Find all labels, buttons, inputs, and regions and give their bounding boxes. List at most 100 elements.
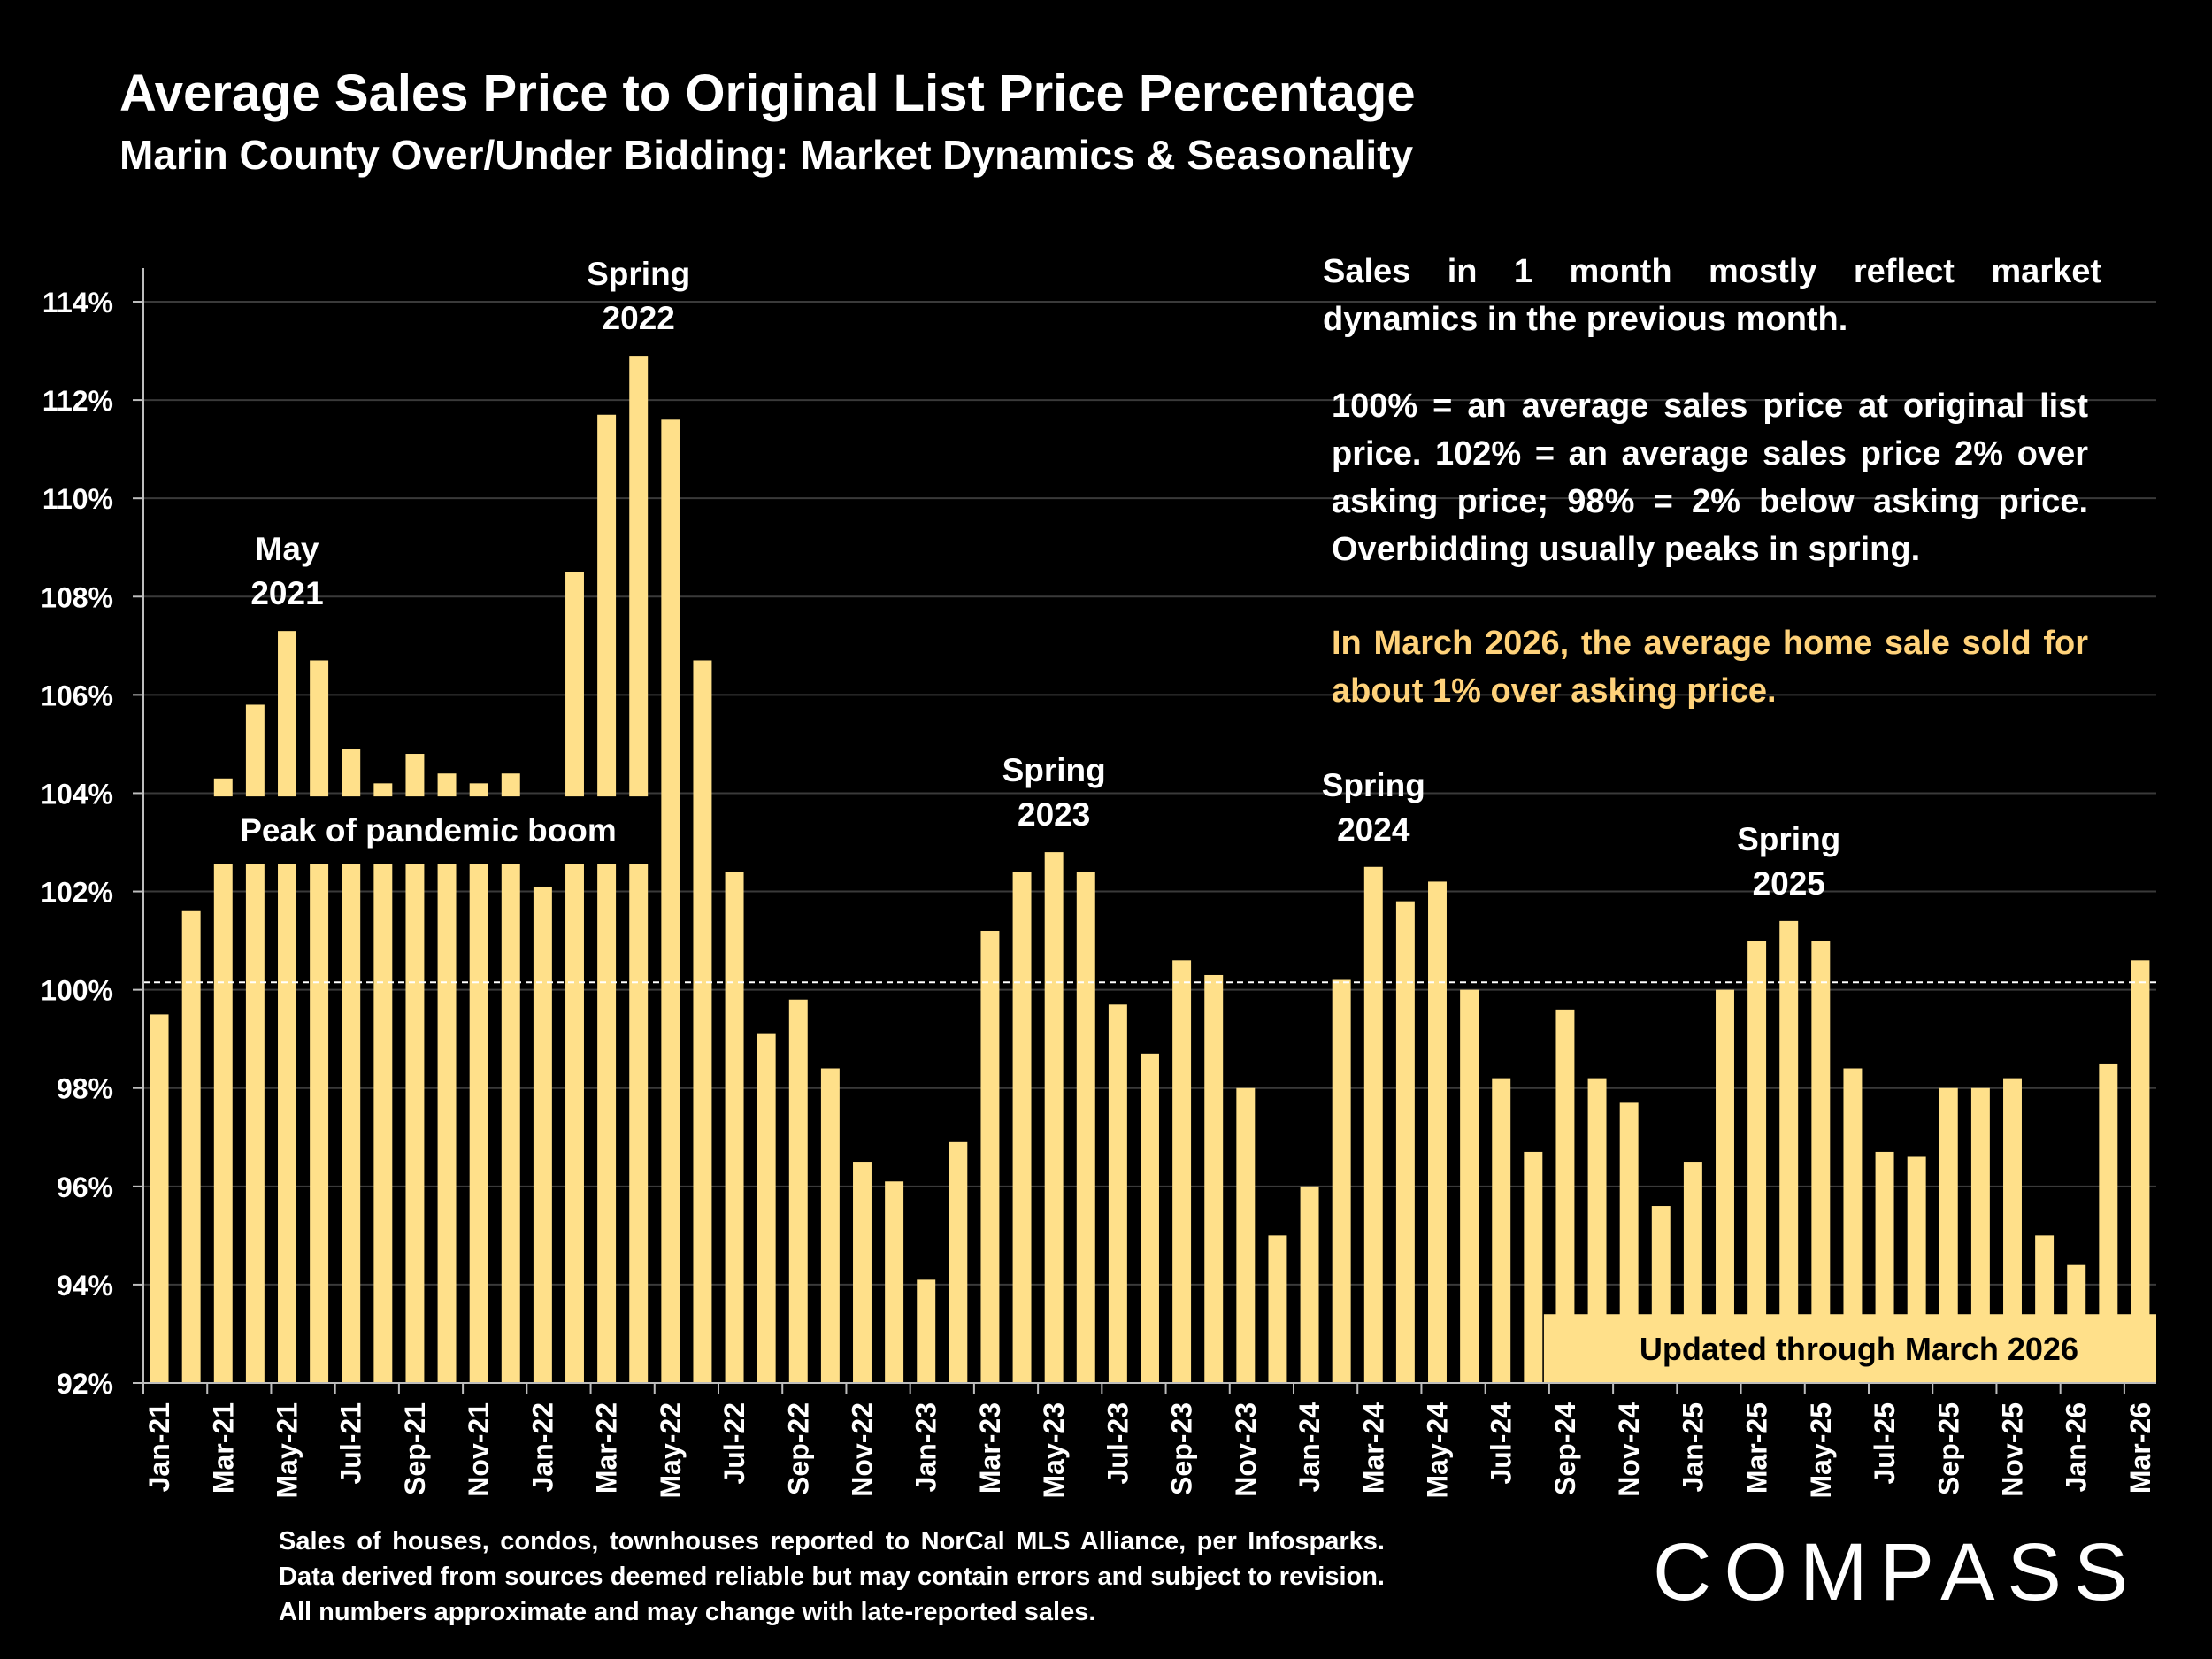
bar <box>820 1068 840 1383</box>
x-tick-label: May-22 <box>655 1402 687 1499</box>
bar <box>1204 974 1224 1383</box>
bar <box>405 754 425 1383</box>
x-tick-label: Jan-21 <box>143 1402 175 1492</box>
bar <box>1492 1078 1511 1383</box>
bar <box>725 872 744 1383</box>
axes <box>142 268 2156 1384</box>
x-tick-label: May-24 <box>1422 1402 1454 1499</box>
bar <box>597 414 617 1384</box>
bar <box>310 660 329 1383</box>
bar <box>565 572 584 1383</box>
bar <box>1108 1004 1127 1383</box>
x-tick-label: Nov-24 <box>1613 1402 1645 1497</box>
bar <box>1236 1087 1256 1383</box>
bar <box>1332 979 1351 1383</box>
bar <box>1587 1078 1607 1383</box>
bar <box>213 778 233 1383</box>
x-tick-label: Jan-22 <box>526 1402 558 1492</box>
bar <box>1555 1009 1575 1383</box>
y-tick-label: 106% <box>41 680 113 711</box>
bar <box>1300 1186 1319 1383</box>
x-tick-label: Jul-25 <box>1869 1402 1901 1484</box>
y-tick-label: 104% <box>41 778 113 810</box>
x-tick-label: Mar-26 <box>2124 1402 2156 1494</box>
x-tick-label: Jul-24 <box>1486 1402 1517 1485</box>
bar <box>278 631 296 1383</box>
x-tick-label: Sep-24 <box>1549 1402 1581 1495</box>
bar <box>853 1162 872 1383</box>
bar <box>469 783 488 1383</box>
y-tick-label: 102% <box>41 877 113 909</box>
bar <box>373 783 393 1383</box>
y-tick-label: 100% <box>41 975 113 1007</box>
bar-chart: 92% 94% 96% 98% 100% 102% 104% 106% 108% 110% 112%… <box>41 256 2156 1499</box>
bar <box>1428 881 1447 1383</box>
bar <box>1044 852 1064 1383</box>
bar <box>1524 1151 1543 1383</box>
bar <box>1843 1068 1863 1383</box>
chart-subtitle: Marin County Over/Under Bidding: Market … <box>119 132 1414 178</box>
bar <box>1141 1053 1159 1383</box>
y-tick-label: 108% <box>41 581 113 613</box>
bar <box>1779 920 1799 1383</box>
bar <box>342 749 361 1383</box>
x-tick-label: Jul-23 <box>1102 1402 1133 1484</box>
bar <box>1395 901 1415 1383</box>
bar <box>245 704 265 1383</box>
bar <box>1363 866 1383 1383</box>
bar <box>629 356 649 1384</box>
banners: Peak of pandemic boom Updated through Mar… <box>200 796 2156 1383</box>
annotations: May 2021 Spring 2022 Spring 2023 Spring 2024 Spr… <box>250 256 1840 902</box>
source-footnote: Sales of houses, condos, townhouses repo… <box>279 1527 1385 1626</box>
bar <box>1076 872 1095 1383</box>
bar <box>1268 1235 1287 1383</box>
x-tick-label: Mar-23 <box>974 1402 1006 1494</box>
y-tick-label: 110% <box>42 483 113 515</box>
y-tick-label: 92% <box>57 1368 113 1400</box>
bar <box>1172 960 1192 1383</box>
peak-banner-label: Peak of pandemic boom <box>240 812 617 849</box>
x-tick-label: Mar-21 <box>207 1402 239 1494</box>
y-tick-label: 96% <box>57 1171 113 1203</box>
note-definition: 100% = an average sales price at origina… <box>1332 388 2088 568</box>
bar <box>1012 872 1032 1383</box>
bar <box>2003 1078 2022 1383</box>
bar <box>1747 941 1767 1383</box>
x-tick-label: May-25 <box>1805 1402 1837 1499</box>
y-tick-label: 98% <box>57 1073 113 1105</box>
x-tick-label: Mar-22 <box>591 1402 623 1494</box>
y-tick-label: 112% <box>42 385 113 417</box>
x-tick-label: Sep-21 <box>399 1402 431 1495</box>
y-tick-label: 114% <box>42 287 113 319</box>
x-tick-label: Jul-22 <box>718 1402 750 1484</box>
bar <box>2131 960 2150 1383</box>
bar <box>757 1033 776 1383</box>
bar <box>150 1014 169 1383</box>
bar <box>1619 1102 1639 1383</box>
annotation-label: Spring 2024 <box>1322 767 1425 848</box>
bar <box>917 1279 936 1383</box>
bar <box>1716 989 1734 1383</box>
bar <box>980 930 1000 1383</box>
annotation-label: May 2021 <box>250 531 323 611</box>
x-tick-label: Jan-24 <box>1294 1402 1325 1493</box>
bar <box>885 1181 904 1383</box>
note-highlight: In March 2026, the average home sale sol… <box>1332 625 2088 710</box>
annotation-label: Spring 2023 <box>1002 752 1106 833</box>
y-tick-label: 94% <box>57 1270 113 1302</box>
bar <box>788 999 808 1383</box>
bar <box>501 773 520 1383</box>
y-axis-ticks: 92% 94% 96% 98% 100% 102% 104% 106% 108% 110% 112%… <box>41 287 143 1400</box>
x-tick-label: Sep-25 <box>1932 1402 1964 1495</box>
x-tick-label: Nov-22 <box>847 1402 879 1497</box>
bar <box>181 910 201 1383</box>
updated-banner-box <box>1543 1314 2156 1383</box>
x-tick-label: Jan-26 <box>2061 1402 2093 1492</box>
x-tick-label: Jan-23 <box>910 1402 942 1492</box>
bar <box>1970 1087 1990 1383</box>
bar <box>693 660 712 1383</box>
x-tick-label: Sep-22 <box>782 1402 814 1495</box>
x-tick-label: Jan-25 <box>1677 1402 1709 1492</box>
peak-banner-box <box>200 796 657 864</box>
compass-logo: COMPASS <box>1653 1527 2141 1617</box>
